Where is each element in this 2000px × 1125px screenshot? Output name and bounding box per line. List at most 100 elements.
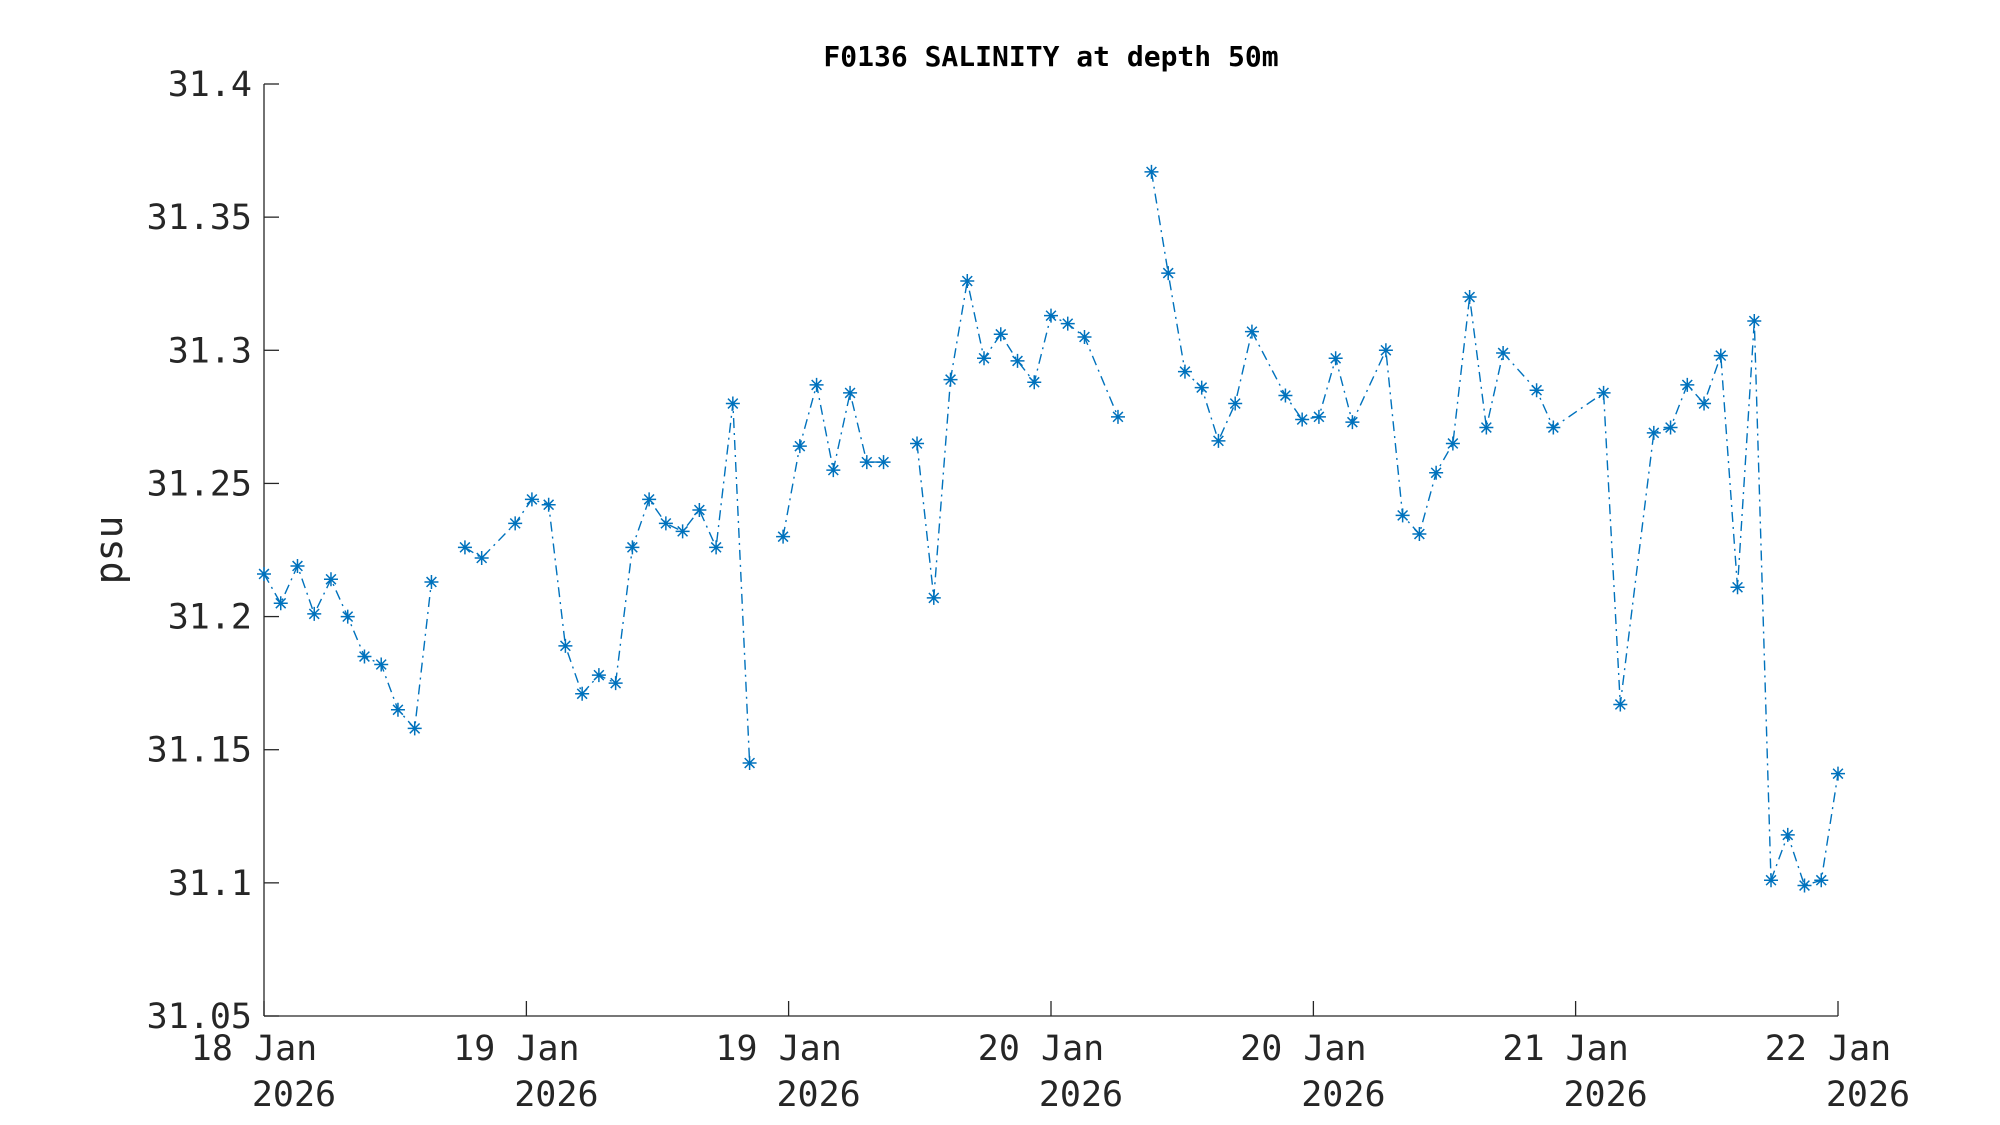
data-point-marker bbox=[1680, 377, 1695, 392]
asterisk-icon bbox=[1177, 364, 1192, 379]
asterisk-icon bbox=[1764, 873, 1779, 888]
x-tick-label-date: 18 Jan bbox=[191, 1029, 317, 1069]
asterisk-icon bbox=[457, 540, 472, 555]
data-point-marker bbox=[1462, 290, 1477, 305]
asterisk-icon bbox=[374, 657, 389, 672]
x-tick-label-date: 19 Jan bbox=[715, 1029, 841, 1069]
series-line-segment bbox=[464, 403, 751, 764]
asterisk-icon bbox=[1680, 377, 1695, 392]
data-point-marker bbox=[1713, 348, 1728, 363]
asterisk-icon bbox=[1144, 164, 1159, 179]
data-point-marker bbox=[591, 668, 606, 683]
asterisk-icon bbox=[558, 638, 573, 653]
data-point-marker bbox=[1546, 420, 1561, 435]
asterisk-icon bbox=[642, 492, 657, 507]
y-tick-label: 31.05 bbox=[147, 997, 252, 1037]
data-point-marker bbox=[1328, 351, 1343, 366]
asterisk-icon bbox=[407, 721, 422, 736]
data-point-marker bbox=[474, 550, 489, 565]
y-tick-label: 31.15 bbox=[147, 731, 252, 771]
data-point-marker bbox=[1110, 409, 1125, 424]
data-point-marker bbox=[1613, 697, 1628, 712]
asterisk-icon bbox=[1311, 409, 1326, 424]
data-point-marker bbox=[926, 590, 941, 605]
data-point-marker bbox=[1496, 345, 1511, 360]
data-point-marker bbox=[809, 377, 824, 392]
data-point-marker bbox=[1144, 164, 1159, 179]
data-point-marker bbox=[960, 274, 975, 289]
asterisk-icon bbox=[675, 524, 690, 539]
y-tick-label: 31.25 bbox=[147, 464, 252, 504]
data-point-marker bbox=[709, 540, 724, 555]
x-tick-label-year: 2026 bbox=[1039, 1075, 1123, 1115]
data-point-marker bbox=[1780, 827, 1795, 842]
asterisk-icon bbox=[826, 463, 841, 478]
data-point-marker bbox=[1244, 324, 1259, 339]
asterisk-icon bbox=[524, 492, 539, 507]
data-point-marker bbox=[943, 372, 958, 387]
asterisk-icon bbox=[1228, 396, 1243, 411]
data-point-marker bbox=[575, 686, 590, 701]
axes: 31.05 31.1 31.15 31.2 31.25 31.3 31.35 31.4 18 J… bbox=[147, 65, 1911, 1115]
asterisk-icon bbox=[960, 274, 975, 289]
data-point-marker bbox=[1278, 388, 1293, 403]
asterisk-icon bbox=[1747, 313, 1762, 328]
x-tick-label-date: 22 Jan bbox=[1765, 1029, 1891, 1069]
asterisk-icon bbox=[1161, 266, 1176, 281]
asterisk-icon bbox=[273, 596, 288, 611]
x-tick-label-date: 20 Jan bbox=[978, 1029, 1104, 1069]
data-point-marker bbox=[1378, 343, 1393, 358]
data-point-marker bbox=[1479, 420, 1494, 435]
asterisk-icon bbox=[541, 497, 556, 512]
asterisk-icon bbox=[323, 572, 338, 587]
asterisk-icon bbox=[977, 351, 992, 366]
data-point-marker bbox=[876, 455, 891, 470]
asterisk-icon bbox=[1713, 348, 1728, 363]
asterisk-icon bbox=[1110, 409, 1125, 424]
data-point-marker bbox=[1529, 383, 1544, 398]
data-point-marker bbox=[1311, 409, 1326, 424]
asterisk-icon bbox=[876, 455, 891, 470]
data-point-marker bbox=[424, 574, 439, 589]
data-point-marker bbox=[642, 492, 657, 507]
data-point-marker bbox=[826, 463, 841, 478]
asterisk-icon bbox=[859, 455, 874, 470]
data-point-marker bbox=[1445, 436, 1460, 451]
data-point-marker bbox=[1395, 508, 1410, 523]
data-point-marker bbox=[658, 516, 673, 531]
asterisk-icon bbox=[608, 676, 623, 691]
asterisk-icon bbox=[1378, 343, 1393, 358]
data-point-marker bbox=[859, 455, 874, 470]
asterisk-icon bbox=[290, 558, 305, 573]
x-tick-label-year: 2026 bbox=[1826, 1075, 1910, 1115]
asterisk-icon bbox=[1010, 353, 1025, 368]
asterisk-icon bbox=[508, 516, 523, 531]
asterisk-icon bbox=[625, 540, 640, 555]
data-point-marker bbox=[1044, 308, 1058, 323]
y-axis-label: psu bbox=[87, 516, 131, 585]
asterisk-icon bbox=[1345, 415, 1360, 430]
data-point-marker bbox=[792, 439, 807, 454]
asterisk-icon bbox=[1529, 383, 1544, 398]
asterisk-icon bbox=[792, 439, 807, 454]
asterisk-icon bbox=[1295, 412, 1310, 427]
data-point-marker bbox=[307, 606, 322, 621]
asterisk-icon bbox=[1646, 425, 1661, 440]
x-tick-label-year: 2026 bbox=[252, 1075, 336, 1115]
data-point-marker bbox=[1730, 580, 1745, 595]
data-point-marker bbox=[1077, 329, 1092, 344]
asterisk-icon bbox=[1445, 436, 1460, 451]
asterisk-icon bbox=[340, 609, 355, 624]
asterisk-icon bbox=[1496, 345, 1511, 360]
y-tick-label: 31.2 bbox=[168, 598, 252, 638]
data-point-marker bbox=[457, 540, 472, 555]
asterisk-icon bbox=[1412, 527, 1427, 542]
data-point-marker bbox=[742, 756, 757, 771]
data-point-marker bbox=[1027, 375, 1042, 390]
data-point-marker bbox=[1747, 313, 1762, 328]
data-point-marker bbox=[340, 609, 355, 624]
x-tick-label-date: 20 Jan bbox=[1240, 1029, 1366, 1069]
data-point-marker bbox=[323, 572, 338, 587]
data-point-marker bbox=[1177, 364, 1192, 379]
